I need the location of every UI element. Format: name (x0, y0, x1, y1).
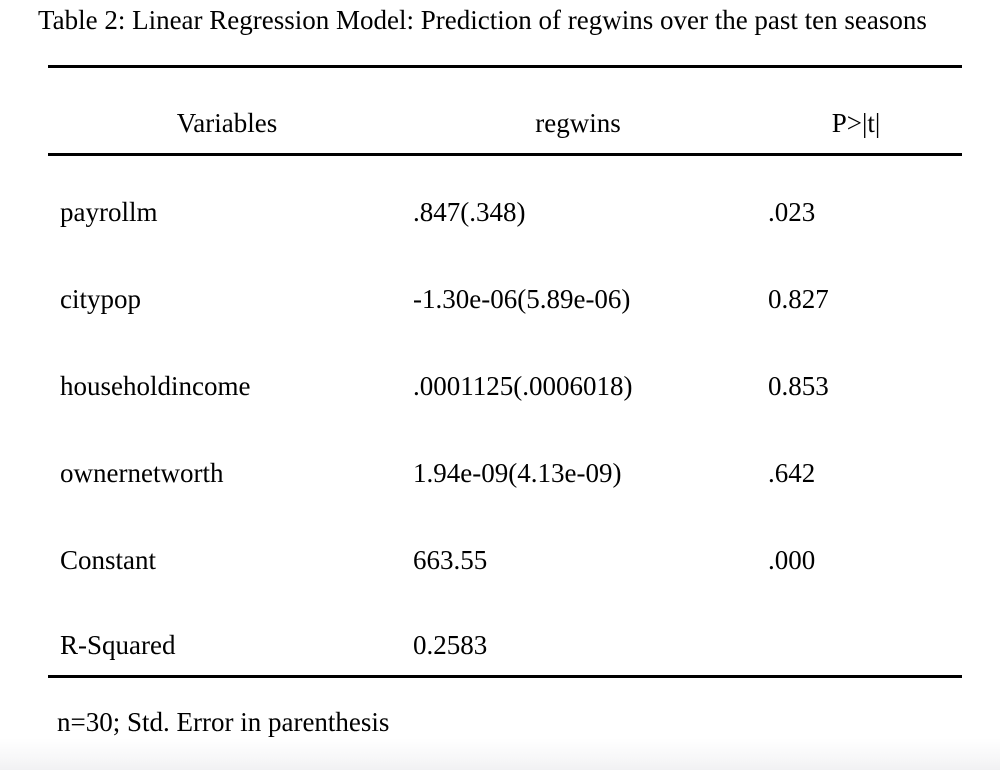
page-bottom-edge-shadow (0, 738, 1000, 770)
cell-coefficient: 0.2583 (406, 589, 750, 678)
cell-variable: householdincome (60, 370, 251, 401)
table-row: payrollm .847(.348) .023 (48, 155, 962, 242)
cell-coefficient: .847(.348) (413, 196, 526, 227)
regression-table: Variables regwins P>|t| payrollm .847(.3… (48, 65, 962, 678)
cell-coefficient: -1.30e-06(5.89e-06) (413, 283, 631, 314)
cell-variable: Constant (60, 544, 157, 575)
cell-variable: ownernetworth (60, 457, 224, 488)
cell-pvalue: 0.853 (768, 370, 829, 401)
table-footnote: n=30; Std. Error in parenthesis (57, 707, 390, 737)
cell-pvalue: .642 (768, 457, 816, 488)
column-header-variables: Variables (48, 66, 406, 156)
cell-variable: R-Squared (48, 589, 406, 678)
cell-variable: payrollm (60, 196, 158, 227)
table-row: householdincome .0001125(.0006018) 0.853 (48, 329, 962, 416)
column-header-regwins: regwins (406, 66, 750, 156)
cell-pvalue: 0.827 (768, 283, 829, 314)
cell-pvalue: .023 (768, 196, 816, 227)
cell-coefficient: .0001125(.0006018) (413, 370, 633, 401)
cell-coefficient: 1.94e-09(4.13e-09) (413, 457, 622, 488)
table-row: R-Squared 0.2583 (48, 589, 962, 678)
table-row: Constant 663.55 .000 (48, 503, 962, 590)
cell-pvalue: .000 (768, 544, 816, 575)
table-caption: Table 2: Linear Regression Model: Predic… (38, 5, 927, 35)
cell-pvalue (750, 589, 962, 678)
table-row: ownernetworth 1.94e-09(4.13e-09) .642 (48, 416, 962, 503)
table-header-row: Variables regwins P>|t| (48, 66, 962, 156)
cell-variable: citypop (60, 283, 141, 314)
column-header-pvalue: P>|t| (750, 66, 962, 156)
cell-coefficient: 663.55 (413, 544, 488, 575)
table-row: citypop -1.30e-06(5.89e-06) 0.827 (48, 242, 962, 329)
